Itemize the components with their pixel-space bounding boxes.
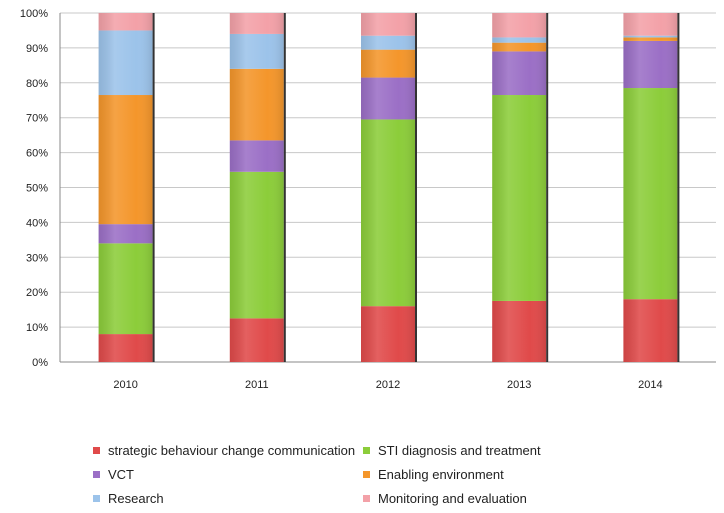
y-tick-label: 40% (26, 217, 48, 229)
bar-shadow (546, 13, 549, 362)
legend-item: Research (93, 490, 363, 507)
bar-segment-shading (492, 42, 547, 52)
y-tick-label: 10% (26, 322, 48, 334)
legend-label: Research (108, 491, 164, 506)
bar-segment-shading (98, 95, 153, 225)
legend-item: VCT (93, 466, 363, 483)
bar-segment-shading (98, 243, 153, 335)
legend-label: strategic behaviour change communication (108, 443, 356, 458)
bar-segment-shading (492, 95, 547, 301)
bar-segment-shading (361, 13, 415, 36)
x-tick-label: 2011 (245, 379, 269, 391)
bar-shadow (152, 13, 155, 362)
x-tick-label: 2012 (376, 379, 400, 391)
legend-swatch (93, 471, 100, 478)
bar-shadow (415, 13, 417, 362)
bar-segment-shading (623, 299, 678, 362)
bar-segment-shading (229, 171, 284, 319)
y-tick-label: 60% (26, 148, 48, 160)
stacked-bar-chart: 0%10%20%30%40%50%60%70%80%90%100% 2010 20… (20, 8, 716, 391)
legend-swatch (363, 495, 370, 502)
bar-segment-shading (623, 37, 678, 41)
bar-segment-shading (229, 318, 284, 362)
x-tick-label: 2014 (638, 379, 662, 391)
y-tick-label: 90% (26, 43, 48, 55)
x-tick-label: 2013 (507, 379, 531, 391)
bar-segment-shading (623, 13, 678, 36)
x-axis-ticks: 2010 2011 2012 2013 2014 (113, 379, 662, 391)
bar-segment-shading (623, 88, 678, 300)
bar-segment-shading (361, 119, 415, 307)
bar-segment-shading (492, 13, 547, 38)
legend-item: Monitoring and evaluation (363, 490, 663, 507)
bar-segment-shading (229, 68, 284, 141)
bar-segment-shading (98, 30, 153, 96)
bar-segment-shading (623, 40, 678, 89)
bar-shadow (283, 13, 286, 362)
legend-label: STI diagnosis and treatment (378, 443, 541, 458)
y-tick-label: 70% (26, 113, 48, 125)
y-tick-label: 0% (32, 357, 48, 369)
legend: strategic behaviour change communication… (93, 442, 693, 507)
bar-segment-shading (98, 224, 153, 244)
bar-segment-shading (229, 33, 284, 69)
x-tick-label: 2010 (113, 379, 137, 391)
legend-swatch (93, 495, 100, 502)
bar-segment-shading (229, 13, 284, 34)
bar-segment-shading (492, 300, 547, 362)
legend-label: VCT (108, 467, 134, 482)
bar-segment-shading (623, 35, 678, 38)
bar-shadow (677, 13, 680, 362)
legend-label: Monitoring and evaluation (378, 491, 527, 506)
bar-segment-shading (361, 306, 415, 362)
legend-swatch (363, 447, 370, 454)
y-tick-label: 30% (26, 252, 48, 264)
y-tick-label: 80% (26, 78, 48, 90)
bars (98, 13, 680, 362)
y-axis-ticks: 0% 10% 20% 30% 40% 50% 60% 70% 80% 90% 100% (20, 8, 48, 369)
y-tick-label: 20% (26, 287, 48, 299)
bar-segment-shading (98, 334, 153, 362)
legend-item: strategic behaviour change communication (93, 442, 363, 459)
legend-label: Enabling environment (378, 467, 504, 482)
bar-segment-shading (492, 51, 547, 96)
bar-segment-shading (361, 49, 415, 78)
bar-segment-shading (229, 140, 284, 172)
bar-segment-shading (361, 35, 415, 50)
bar-segment-shading (361, 77, 415, 120)
bar-segment-shading (98, 13, 153, 31)
legend-swatch (363, 471, 370, 478)
legend-item: STI diagnosis and treatment (363, 442, 663, 459)
legend-item: Enabling environment (363, 466, 663, 483)
legend-swatch (93, 447, 100, 454)
y-tick-label: 100% (20, 8, 48, 20)
y-tick-label: 50% (26, 183, 48, 195)
bar-segment-shading (492, 37, 547, 43)
